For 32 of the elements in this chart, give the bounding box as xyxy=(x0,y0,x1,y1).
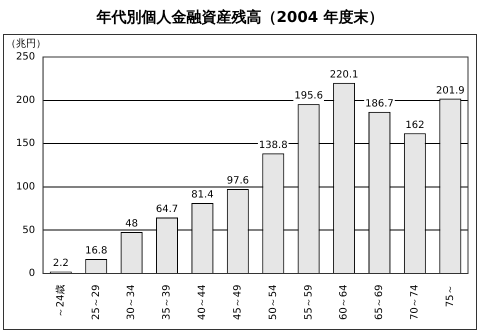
x-tick-label: 70～74 xyxy=(409,284,420,320)
chart-title: 年代別個人金融資産残高（2004 年度末） xyxy=(95,7,384,28)
y-tick-label: 150 xyxy=(16,138,36,150)
data-label: 48 xyxy=(125,218,138,230)
x-tick-label: 40～44 xyxy=(197,284,208,320)
y-tick-label: 100 xyxy=(16,182,36,193)
x-tick-label: 75～ xyxy=(444,284,456,308)
data-label: 138.8 xyxy=(258,140,288,151)
x-tick-label: ～24歳 xyxy=(54,284,66,318)
data-label: 220.1 xyxy=(330,69,358,80)
x-tick-label: 50～54 xyxy=(268,284,279,320)
y-tick-label: 200 xyxy=(16,94,36,106)
data-label: 97.6 xyxy=(226,176,249,187)
y-tick-label: 250 xyxy=(16,52,36,63)
y-axis-title: （兆円） xyxy=(6,38,46,50)
data-label: 162 xyxy=(405,120,424,131)
x-tick-label: 30～34 xyxy=(126,284,138,320)
data-label: 195.6 xyxy=(294,90,323,102)
data-label: 2.2 xyxy=(52,258,69,270)
y-tick-label: 0 xyxy=(28,268,36,280)
data-label: 201.9 xyxy=(436,85,465,96)
x-tick-label: 60～64 xyxy=(338,284,350,320)
x-tick-label: 25～29 xyxy=(90,284,102,320)
data-label: 64.7 xyxy=(156,204,178,216)
data-label: 186.7 xyxy=(365,98,394,110)
y-tick-label: 50 xyxy=(22,224,36,236)
x-tick-label: 45～49 xyxy=(232,284,244,320)
data-label: 16.8 xyxy=(85,246,108,257)
x-tick-label: 65～69 xyxy=(374,284,386,320)
data-label: 81.4 xyxy=(191,190,214,201)
x-tick-label: 35～39 xyxy=(162,284,173,320)
x-tick-label: 55～59 xyxy=(303,284,314,320)
